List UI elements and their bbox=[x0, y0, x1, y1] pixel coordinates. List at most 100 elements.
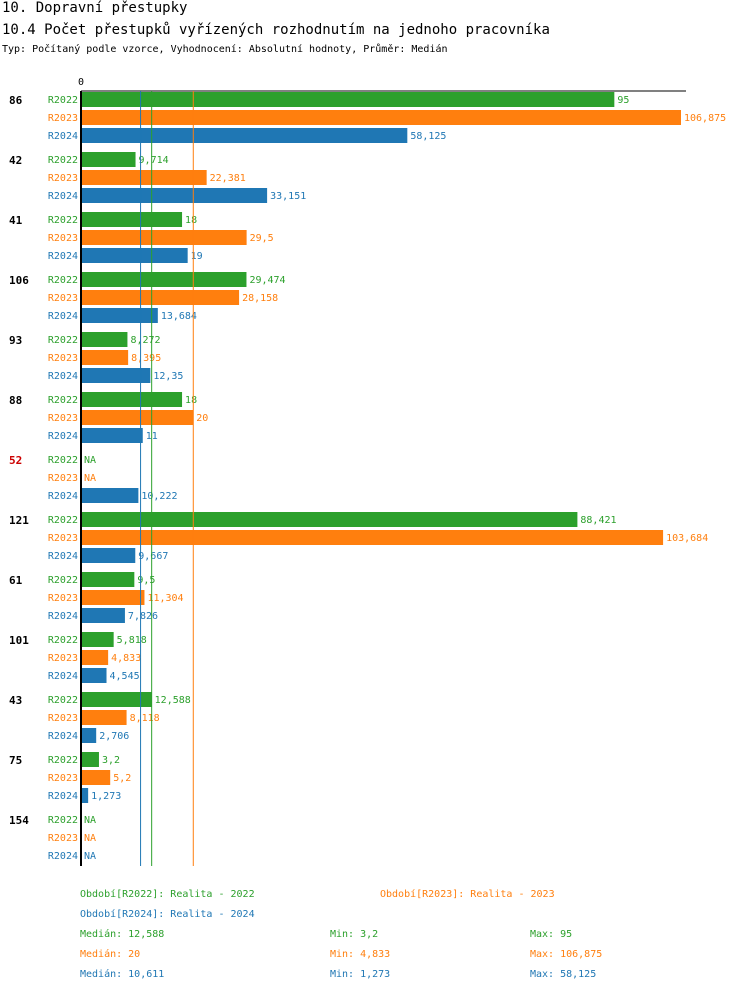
bar bbox=[81, 692, 152, 707]
series-label: R2024 bbox=[48, 251, 78, 262]
data-label: 3,2 bbox=[102, 755, 120, 766]
group-label: 43 bbox=[9, 694, 22, 707]
group-label: 41 bbox=[9, 214, 23, 227]
bar bbox=[81, 428, 143, 443]
group-label: 121 bbox=[9, 514, 29, 527]
series-label: R2023 bbox=[48, 833, 78, 844]
data-label: 10,222 bbox=[141, 491, 177, 502]
series-label: R2022 bbox=[48, 155, 78, 166]
bar bbox=[81, 110, 681, 125]
data-label: 2,706 bbox=[99, 731, 129, 742]
series-label: R2024 bbox=[48, 431, 78, 442]
data-label: 8,118 bbox=[130, 713, 160, 724]
data-label: 7,826 bbox=[128, 611, 158, 622]
legend-entry: Období[R2024]: Realita - 2024 bbox=[80, 908, 255, 920]
data-label: NA bbox=[84, 815, 96, 826]
stat-max: Max: 106,875 bbox=[530, 949, 602, 960]
stat-max: Max: 95 bbox=[530, 929, 572, 940]
data-label: NA bbox=[84, 473, 96, 484]
stat-median: Medián: 12,588 bbox=[80, 928, 164, 940]
bar bbox=[81, 152, 136, 167]
bar bbox=[81, 770, 111, 785]
data-label: NA bbox=[84, 833, 96, 844]
bar bbox=[81, 308, 158, 323]
data-label: NA bbox=[84, 455, 96, 466]
series-label: R2022 bbox=[48, 455, 78, 466]
data-label: 106,875 bbox=[684, 113, 726, 124]
bar bbox=[81, 668, 107, 683]
series-label: R2024 bbox=[48, 851, 78, 862]
data-label: 88,421 bbox=[580, 515, 616, 526]
series-label: R2024 bbox=[48, 791, 78, 802]
bar bbox=[81, 272, 247, 287]
bar bbox=[81, 710, 127, 725]
series-label: R2024 bbox=[48, 131, 78, 142]
data-label: 22,381 bbox=[210, 173, 246, 184]
series-label: R2022 bbox=[48, 635, 78, 646]
series-label: R2024 bbox=[48, 491, 78, 502]
bar bbox=[81, 392, 183, 407]
bar bbox=[81, 590, 145, 605]
data-label: 8,395 bbox=[131, 353, 161, 364]
chart-meta: Typ: Počítaný podle vzorce, Vyhodnocení:… bbox=[2, 44, 448, 55]
bar bbox=[81, 128, 408, 143]
data-label: 18 bbox=[185, 395, 197, 406]
bar bbox=[81, 368, 151, 383]
bar bbox=[81, 92, 615, 107]
data-label: 9,5 bbox=[137, 575, 155, 586]
series-label: R2022 bbox=[48, 515, 78, 526]
group-label: 154 bbox=[9, 814, 29, 827]
group-label: 75 bbox=[9, 754, 22, 767]
series-label: R2022 bbox=[48, 95, 78, 106]
series-label: R2023 bbox=[48, 713, 78, 724]
data-label: 29,474 bbox=[249, 275, 285, 286]
data-label: 29,5 bbox=[250, 233, 274, 244]
series-label: R2023 bbox=[48, 113, 78, 124]
data-label: 33,151 bbox=[270, 191, 306, 202]
series-label: R2022 bbox=[48, 395, 78, 406]
stat-median: Medián: 20 bbox=[80, 948, 140, 960]
data-label: 9,667 bbox=[138, 551, 168, 562]
bar bbox=[81, 488, 139, 503]
series-label: R2024 bbox=[48, 191, 78, 202]
bar bbox=[81, 728, 97, 743]
stat-min: Min: 3,2 bbox=[330, 929, 378, 940]
series-label: R2023 bbox=[48, 473, 78, 484]
group-label: 88 bbox=[9, 394, 22, 407]
data-label: 58,125 bbox=[410, 131, 446, 142]
series-label: R2023 bbox=[48, 173, 78, 184]
bar bbox=[81, 608, 125, 623]
bar bbox=[81, 512, 578, 527]
bar bbox=[81, 332, 128, 347]
bar bbox=[81, 572, 135, 587]
group-label: 61 bbox=[9, 574, 23, 587]
bar bbox=[81, 230, 247, 245]
x-axis-zero-label: 0 bbox=[78, 77, 84, 88]
data-label: NA bbox=[84, 851, 96, 862]
bar bbox=[81, 632, 114, 647]
bar bbox=[81, 410, 194, 425]
data-label: 11,304 bbox=[147, 593, 183, 604]
data-label: 4,833 bbox=[111, 653, 141, 664]
bar bbox=[81, 350, 129, 365]
series-label: R2023 bbox=[48, 773, 78, 784]
series-label: R2023 bbox=[48, 533, 78, 544]
series-label: R2022 bbox=[48, 275, 78, 286]
bar bbox=[81, 212, 183, 227]
bar bbox=[81, 530, 664, 545]
data-label: 4,545 bbox=[110, 671, 140, 682]
series-label: R2022 bbox=[48, 815, 78, 826]
data-label: 5,818 bbox=[117, 635, 147, 646]
data-label: 19 bbox=[191, 251, 203, 262]
series-label: R2023 bbox=[48, 353, 78, 364]
data-label: 18 bbox=[185, 215, 197, 226]
series-label: R2024 bbox=[48, 371, 78, 382]
group-label: 93 bbox=[9, 334, 22, 347]
data-label: 1,273 bbox=[91, 791, 121, 802]
series-label: R2024 bbox=[48, 551, 78, 562]
group-label: 86 bbox=[9, 94, 23, 107]
series-label: R2022 bbox=[48, 575, 78, 586]
legend-entry: Období[R2023]: Realita - 2023 bbox=[380, 888, 555, 900]
bar bbox=[81, 788, 89, 803]
stat-median: Medián: 10,611 bbox=[80, 968, 164, 980]
